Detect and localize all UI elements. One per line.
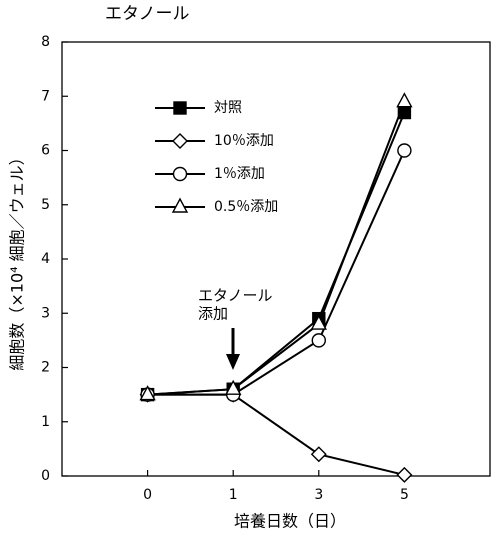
- series-line: [147, 101, 406, 396]
- x-tick-label: 0: [143, 487, 152, 503]
- y-tick-label: 1: [41, 414, 50, 430]
- annotation-arrowhead: [226, 354, 240, 370]
- marker: [396, 92, 413, 108]
- legend-label: 10％添加: [214, 133, 274, 149]
- x-tick-label: 5: [400, 487, 409, 503]
- legend-marker: [173, 101, 187, 115]
- y-tick-label: 6: [41, 143, 50, 159]
- x-axis-label: 培養日数（日）: [234, 512, 346, 531]
- marker: [311, 333, 326, 348]
- x-tick-label: 1: [229, 487, 238, 503]
- y-tick-label: 4: [41, 251, 50, 267]
- series-line: [147, 150, 406, 396]
- marker: [397, 105, 412, 120]
- chart-title: エタノール: [105, 4, 190, 24]
- marker: [310, 446, 327, 463]
- y-tick-label: 3: [41, 305, 50, 321]
- annotation: エタノール: [198, 287, 273, 305]
- legend-marker: [172, 133, 188, 149]
- legend-label: 0.5％添加: [214, 199, 278, 215]
- y-tick-label: 8: [41, 34, 50, 50]
- marker: [397, 143, 412, 158]
- plot-frame: [61, 41, 491, 477]
- marker: [139, 385, 156, 401]
- legend-label: 対照: [214, 100, 242, 116]
- legend-label: 1％添加: [214, 166, 265, 182]
- annotation: 添加: [198, 305, 228, 323]
- marker: [396, 466, 413, 483]
- series-line: [147, 393, 405, 476]
- legend-marker: [171, 197, 189, 213]
- y-tick-label: 5: [41, 197, 50, 213]
- legend-marker: [172, 166, 188, 182]
- y-tick-label: 7: [41, 88, 50, 104]
- marker: [310, 314, 327, 330]
- y-tick-label: 2: [41, 360, 50, 376]
- y-axis-label: 細胞数（×10⁴ 細胞／ウェル）: [8, 149, 27, 370]
- marker: [225, 379, 242, 395]
- y-tick-label: 0: [41, 468, 50, 484]
- series-line: [147, 112, 406, 396]
- x-tick-label: 3: [314, 487, 323, 503]
